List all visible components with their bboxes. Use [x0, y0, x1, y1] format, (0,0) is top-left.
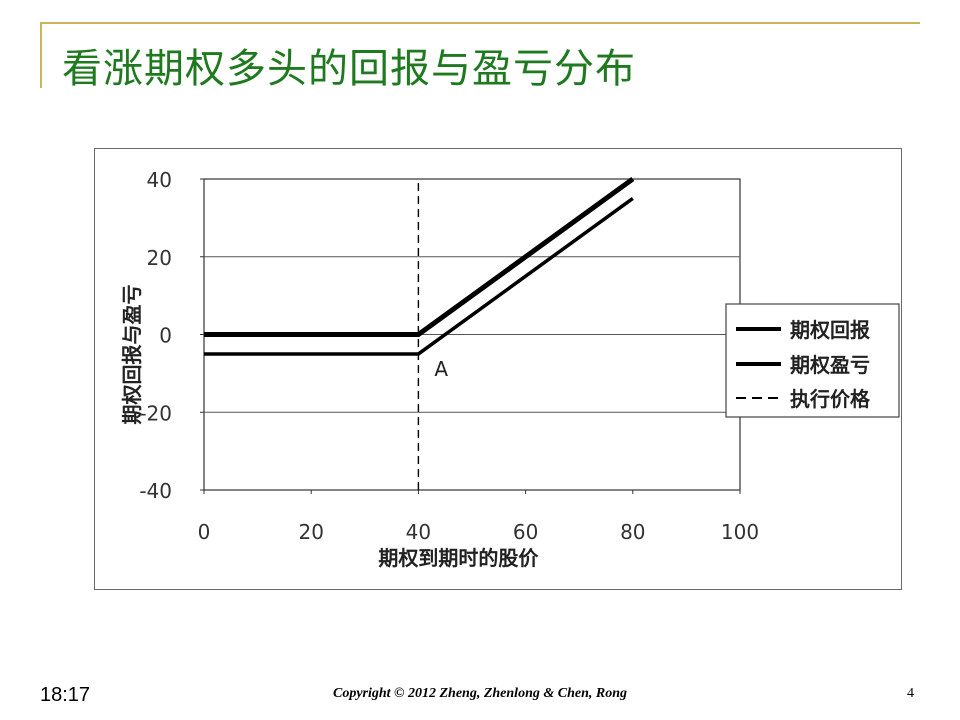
y-tick-label: 0: [159, 324, 172, 348]
page-number: 4: [907, 686, 914, 701]
x-axis-label: 期权到期时的股价: [378, 546, 539, 570]
footer-copyright: Copyright © 2012 Zheng, Zhenlong & Chen,…: [332, 686, 627, 701]
footer-time: 18:17: [40, 684, 91, 706]
x-tick-label: 60: [513, 520, 538, 544]
y-tick-label: -20: [139, 401, 172, 425]
x-tick-label: 80: [620, 520, 645, 544]
top-rule: [40, 22, 920, 24]
legend-item-profit: 期权盈亏: [790, 353, 870, 377]
y-tick-label: -40: [139, 479, 172, 503]
point-a-label: A: [434, 357, 448, 381]
left-rule: [40, 22, 42, 88]
slide-title: 看涨期权多头的回报与盈亏分布: [62, 46, 636, 92]
x-tick-label: 40: [406, 520, 431, 544]
y-axis-label: 期权回报与盈亏: [120, 285, 144, 425]
x-tick-label: 0: [198, 520, 211, 544]
chart-frame: 40 20 0 -20 -40 0 20 40 60 80 100 期权到期时的股价 期权回报与盈亏 A 期…: [94, 148, 902, 590]
legend-item-payoff: 期权回报: [790, 318, 870, 342]
x-tick-label: 20: [298, 520, 323, 544]
legend-item-strike: 执行价格: [790, 387, 871, 411]
y-tick-label: 40: [147, 168, 172, 192]
payoff-chart: 40 20 0 -20 -40 0 20 40 60 80 100 期权到期时的股价 期权回报与盈亏 A 期…: [120, 168, 900, 570]
x-tick-label: 100: [721, 520, 759, 544]
y-tick-label: 20: [147, 246, 172, 270]
payoff-line: [204, 176, 635, 337]
